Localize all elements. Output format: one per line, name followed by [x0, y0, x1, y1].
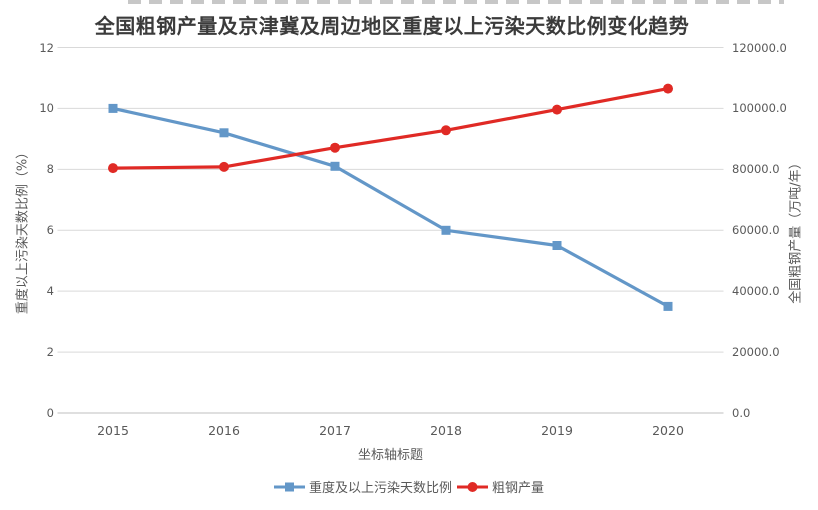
- y-left-tick-label: 6: [46, 223, 54, 238]
- y-left-tick-label: 12: [39, 40, 54, 55]
- series-line-0: [111, 106, 670, 308]
- legend-line-square-icon: [273, 481, 305, 493]
- y-left-tick-label: 8: [46, 162, 54, 177]
- data-point-marker: [219, 128, 229, 138]
- x-axis-tick-label: 2020: [652, 423, 684, 438]
- y-left-tick-label: 2: [46, 345, 54, 360]
- legend-item-pollution: 重度及以上污染天数比例: [273, 477, 452, 496]
- x-axis-tick-label: 2015: [97, 423, 129, 438]
- data-point-marker: [108, 163, 118, 174]
- y-right-tick-label: 100000.0: [732, 101, 787, 116]
- data-point-marker: [663, 83, 673, 94]
- legend-label-steel: 粗钢产量: [492, 481, 545, 496]
- data-point-marker: [330, 142, 340, 153]
- y-right-tick-label: 120000.0: [732, 40, 787, 55]
- data-point-marker: [552, 241, 562, 250]
- data-point-marker: [441, 225, 451, 235]
- data-point-marker: [330, 161, 340, 171]
- y-left-tick-label: 4: [46, 284, 54, 299]
- x-axis-tick-label: 2016: [208, 423, 240, 438]
- y-left-tick-label: 0: [46, 406, 54, 420]
- y-right-tick-label: 0.0: [732, 406, 751, 420]
- chart-title: 全国粗钢产量及京津冀及周边地区重度以上污染天数比例变化趋势: [94, 14, 690, 38]
- legend-label-pollution: 重度及以上污染天数比例: [308, 481, 452, 496]
- y-right-tick-label: 60000.0: [732, 223, 780, 238]
- x-axis-tick-label: 2017: [319, 423, 351, 438]
- chart-legend: 重度及以上污染天数比例 粗钢产量: [0, 477, 818, 496]
- x-axis-tick-label: 2018: [430, 423, 462, 438]
- x-axis-tick-label: 2019: [541, 423, 573, 438]
- data-point-marker: [663, 301, 673, 311]
- data-point-marker: [108, 103, 118, 113]
- y-left-tick-label: 10: [39, 101, 54, 116]
- data-point-marker: [552, 104, 562, 115]
- x-axis-title: 坐标轴标题: [357, 448, 423, 463]
- y-right-tick-label: 20000.0: [732, 345, 780, 360]
- legend-line-circle-icon: [457, 481, 488, 493]
- y-right-tick-label: 80000.0: [732, 162, 780, 177]
- cropped-text-fragment-strip: [128, 0, 784, 4]
- data-point-marker: [441, 125, 451, 136]
- data-point-marker: [219, 161, 229, 172]
- y-right-tick-label: 40000.0: [732, 284, 780, 299]
- legend-item-steel: 粗钢产量: [457, 477, 544, 496]
- series-line-1: [111, 86, 670, 170]
